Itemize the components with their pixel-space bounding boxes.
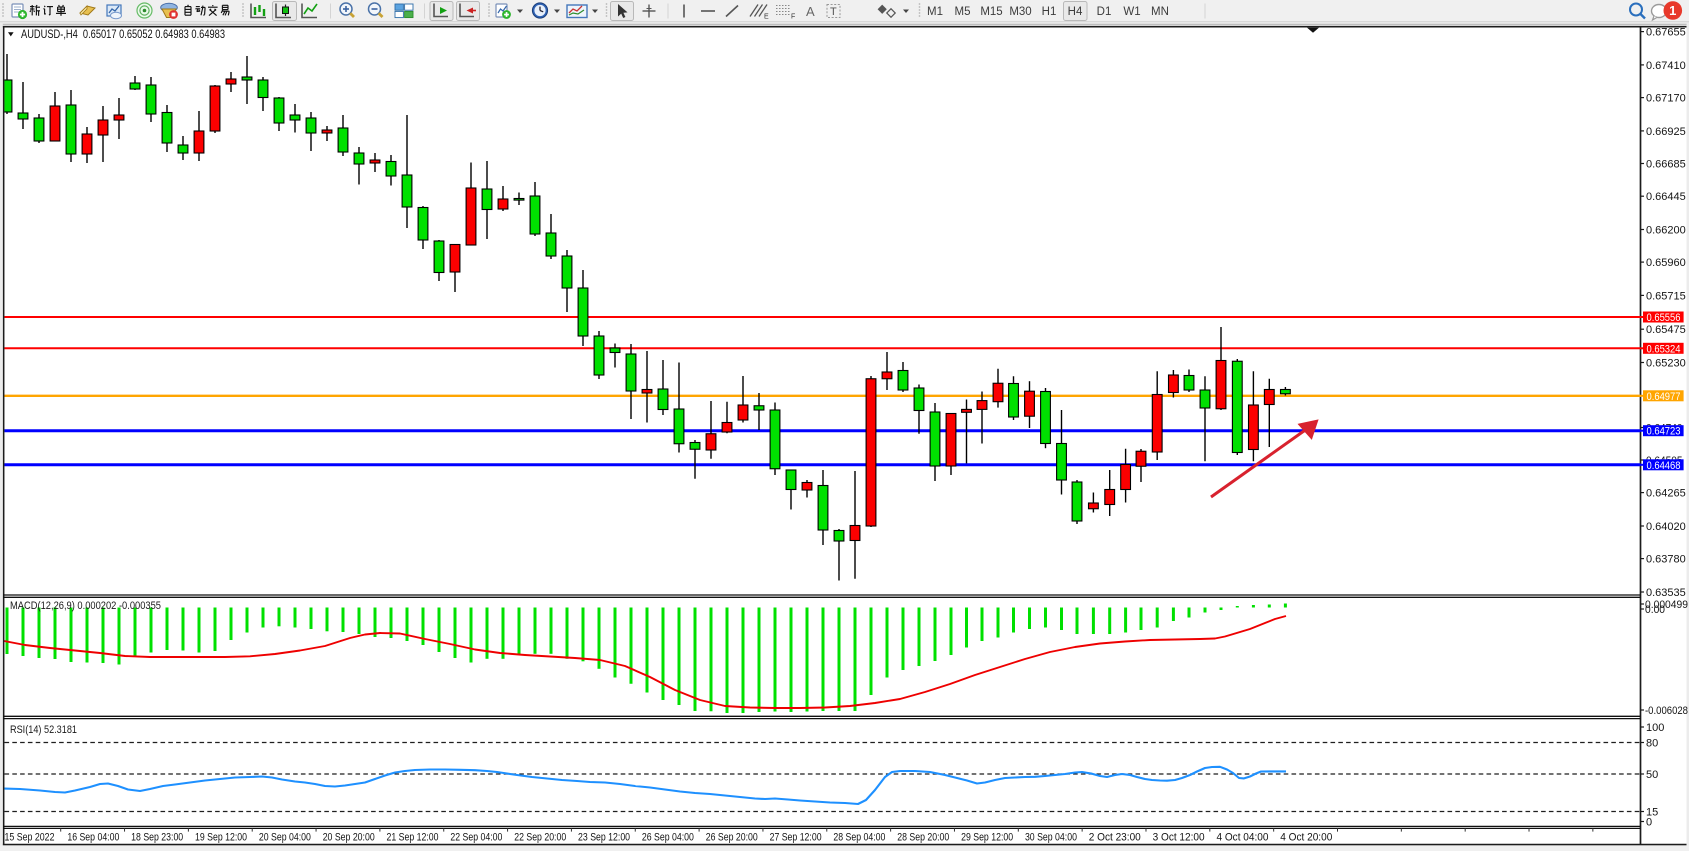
- svg-text:19 Sep 12:00: 19 Sep 12:00: [195, 831, 247, 843]
- svg-text:20 Sep 04:00: 20 Sep 04:00: [259, 831, 311, 843]
- svg-text:4 Oct 20:00: 4 Oct 20:00: [1280, 831, 1332, 843]
- svg-text:M15: M15: [980, 6, 1002, 18]
- svg-text:M5: M5: [955, 6, 971, 18]
- svg-text:15 Sep 2022: 15 Sep 2022: [5, 831, 55, 843]
- svg-text:28 Sep 20:00: 28 Sep 20:00: [897, 831, 949, 843]
- svg-text:27 Sep 12:00: 27 Sep 12:00: [770, 831, 822, 843]
- svg-text:22 Sep 20:00: 22 Sep 20:00: [514, 831, 566, 843]
- svg-text:MN: MN: [1151, 6, 1169, 18]
- svg-text:0.67655: 0.67655: [1646, 27, 1686, 39]
- svg-text:M30: M30: [1009, 6, 1031, 18]
- svg-text:30 Sep 04:00: 30 Sep 04:00: [1025, 831, 1077, 843]
- svg-text:0.66925: 0.66925: [1646, 126, 1686, 138]
- svg-text:80: 80: [1646, 737, 1658, 749]
- svg-text:0.65230: 0.65230: [1646, 357, 1686, 369]
- svg-text:20 Sep 20:00: 20 Sep 20:00: [323, 831, 375, 843]
- svg-text:0.64468: 0.64468: [1647, 460, 1681, 472]
- svg-text:26 Sep 20:00: 26 Sep 20:00: [706, 831, 758, 843]
- svg-text:29 Sep 12:00: 29 Sep 12:00: [961, 831, 1013, 843]
- svg-text:3 Oct 12:00: 3 Oct 12:00: [1153, 831, 1205, 843]
- svg-text:100: 100: [1646, 722, 1664, 734]
- svg-text:0.65475: 0.65475: [1646, 324, 1686, 336]
- svg-text:0.00: 0.00: [1645, 604, 1665, 616]
- svg-text:16 Sep 04:00: 16 Sep 04:00: [67, 831, 119, 843]
- svg-text:0.64020: 0.64020: [1646, 521, 1686, 533]
- svg-text:0.66445: 0.66445: [1646, 191, 1686, 203]
- svg-text:M1: M1: [927, 6, 943, 18]
- svg-text:1: 1: [1669, 3, 1676, 18]
- svg-text:0: 0: [1646, 816, 1652, 828]
- svg-text:W1: W1: [1123, 6, 1140, 18]
- svg-text:0.63780: 0.63780: [1646, 554, 1686, 566]
- svg-text:0.64977: 0.64977: [1647, 391, 1681, 403]
- svg-text:0.63535: 0.63535: [1646, 587, 1686, 599]
- svg-text:0.65324: 0.65324: [1647, 343, 1681, 355]
- svg-text:RSI(14) 52.3181: RSI(14) 52.3181: [10, 724, 77, 736]
- svg-text:18 Sep 23:00: 18 Sep 23:00: [131, 831, 183, 843]
- svg-text:22 Sep 04:00: 22 Sep 04:00: [450, 831, 502, 843]
- svg-text:MACD(12,26,9) 0.000202 -0.0003: MACD(12,26,9) 0.000202 -0.000355: [10, 600, 161, 612]
- svg-text:0.64265: 0.64265: [1646, 488, 1686, 500]
- svg-text:0.65960: 0.65960: [1646, 257, 1686, 269]
- svg-text:H1: H1: [1042, 6, 1057, 18]
- svg-text:26 Sep 04:00: 26 Sep 04:00: [642, 831, 694, 843]
- svg-text:0.64723: 0.64723: [1647, 426, 1681, 438]
- svg-text:T: T: [830, 6, 837, 18]
- svg-text:0.67170: 0.67170: [1646, 93, 1686, 105]
- svg-text:0.67410: 0.67410: [1646, 60, 1686, 72]
- svg-text:0.65556: 0.65556: [1647, 312, 1681, 324]
- svg-text:23 Sep 12:00: 23 Sep 12:00: [578, 831, 630, 843]
- svg-text:50: 50: [1646, 769, 1658, 781]
- svg-text:21 Sep 12:00: 21 Sep 12:00: [387, 831, 439, 843]
- svg-text:0.000499: 0.000499: [1645, 599, 1688, 611]
- svg-text:0.66200: 0.66200: [1646, 224, 1686, 236]
- svg-text:-0.006028: -0.006028: [1645, 705, 1688, 717]
- svg-text:H4: H4: [1068, 6, 1083, 18]
- svg-text:F: F: [791, 14, 795, 21]
- svg-text:0.65715: 0.65715: [1646, 290, 1686, 302]
- svg-text:0.66685: 0.66685: [1646, 158, 1686, 170]
- svg-text:15: 15: [1646, 806, 1658, 818]
- svg-text:4 Oct 04:00: 4 Oct 04:00: [1216, 831, 1268, 843]
- svg-text:E: E: [764, 14, 769, 21]
- svg-text:2 Oct 23:00: 2 Oct 23:00: [1089, 831, 1141, 843]
- svg-text:D1: D1: [1097, 6, 1112, 18]
- svg-text:A: A: [806, 4, 815, 19]
- svg-text:AUDUSD-,H4 0.65017 0.65052 0.: AUDUSD-,H4 0.65017 0.65052 0.64983 0.649…: [21, 28, 225, 41]
- svg-text:28 Sep 04:00: 28 Sep 04:00: [833, 831, 885, 843]
